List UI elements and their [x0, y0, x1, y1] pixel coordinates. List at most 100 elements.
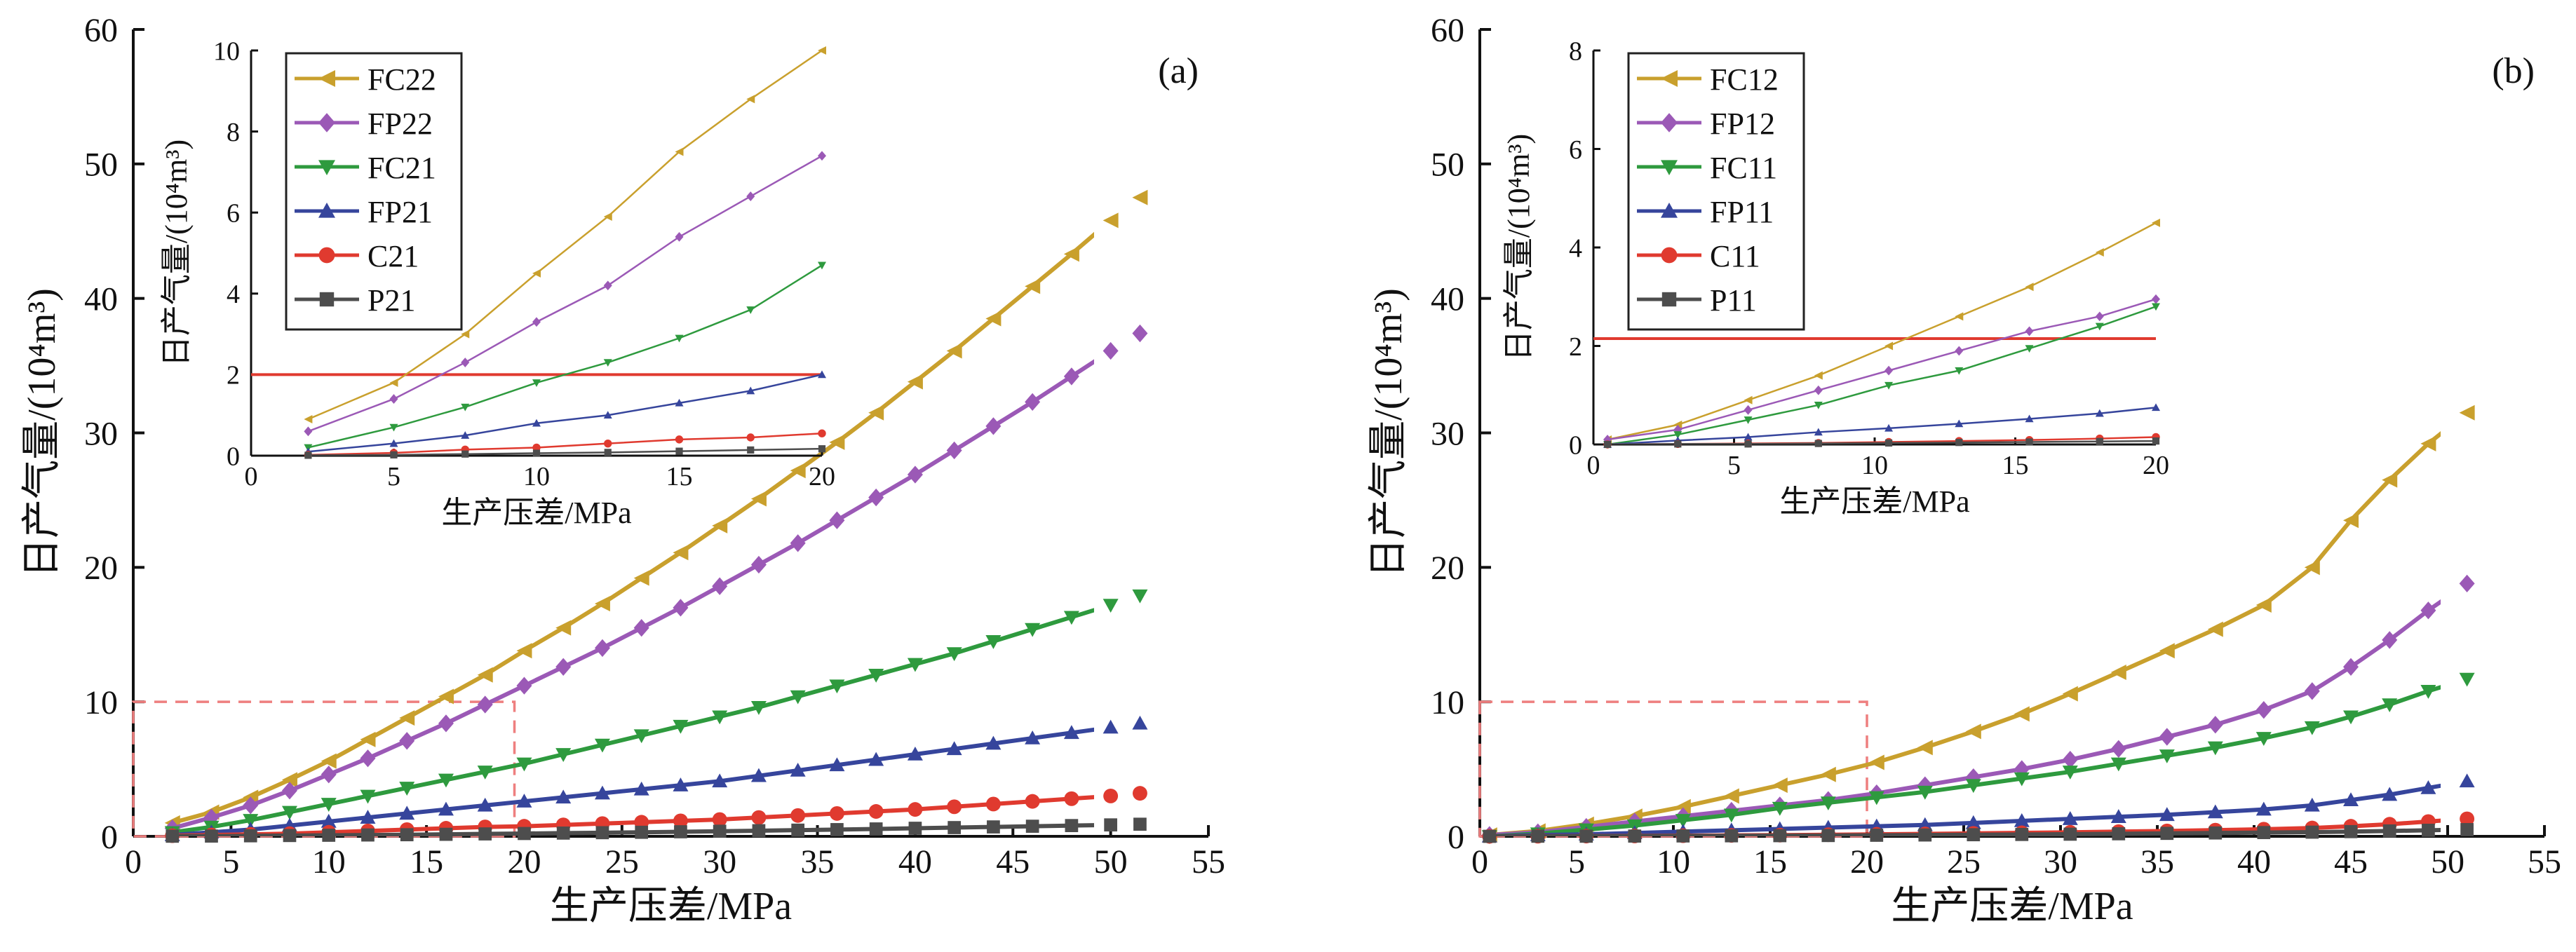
- data-point: [673, 545, 689, 561]
- data-point: [1132, 189, 1148, 205]
- legend-box: [1627, 52, 1805, 331]
- legend-label: FP11: [1710, 195, 1774, 229]
- legend-item: P21: [295, 283, 415, 318]
- data-point: [1772, 801, 1788, 816]
- data-point: [304, 451, 312, 459]
- data-point: [868, 804, 884, 819]
- data-point: [1673, 420, 1683, 429]
- y-tick-label: 0: [1448, 819, 1464, 856]
- data-point: [555, 620, 572, 636]
- panel-label: (a): [1158, 51, 1199, 91]
- data-point: [750, 555, 767, 574]
- data-point: [2112, 827, 2126, 841]
- series-line-fc12: [1489, 430, 2441, 836]
- data-point: [907, 746, 923, 761]
- data-point: [2420, 435, 2436, 451]
- data-point: [1955, 367, 1964, 375]
- data-point: [2420, 601, 2436, 620]
- series-line-fc11: [1489, 685, 2441, 836]
- data-point: [360, 789, 376, 804]
- data-point: [438, 688, 454, 705]
- data-point: [1133, 817, 1147, 831]
- data-point: [746, 386, 755, 395]
- legend-label: FP12: [1710, 107, 1775, 141]
- data-point: [2255, 597, 2272, 613]
- data-point: [1820, 766, 1836, 782]
- data-point: [594, 639, 610, 658]
- data-point: [281, 805, 297, 820]
- data-point: [461, 403, 470, 412]
- data-point: [516, 794, 532, 808]
- x-tick-label: 10: [523, 462, 550, 491]
- y-tick-label: 8: [227, 118, 240, 147]
- data-point: [791, 823, 805, 837]
- y-tick-label: 0: [101, 819, 118, 856]
- data-point: [516, 676, 532, 695]
- data-point: [2420, 780, 2436, 794]
- data-point: [907, 465, 923, 484]
- data-point: [946, 441, 962, 460]
- legend-item: FC22: [295, 62, 436, 97]
- series-line-p21: [308, 447, 822, 456]
- data-point: [477, 766, 493, 780]
- data-point: [532, 419, 541, 427]
- data-point: [532, 449, 541, 457]
- data-point: [604, 449, 612, 456]
- data-point: [818, 46, 826, 55]
- data-point: [2014, 706, 2030, 722]
- y-tick-label: 40: [1431, 280, 1464, 318]
- data-point: [633, 781, 649, 796]
- data-point: [908, 822, 922, 835]
- y-tick-label: 10: [84, 684, 118, 721]
- x-tick-label: 10: [312, 843, 346, 880]
- data-point: [1965, 815, 1981, 829]
- data-point: [2159, 728, 2175, 746]
- series-line-fp12: [1489, 599, 2441, 836]
- data-point: [1064, 791, 1079, 806]
- data-point: [1955, 312, 1964, 321]
- data-point: [675, 231, 684, 242]
- data-point: [2110, 740, 2126, 758]
- data-point: [461, 358, 470, 367]
- data-point: [946, 343, 962, 359]
- legend-box: [285, 52, 463, 331]
- data-point: [2025, 414, 2034, 423]
- data-point: [818, 370, 826, 379]
- data-point: [1102, 719, 1119, 734]
- data-point: [532, 317, 541, 327]
- data-point: [2382, 472, 2398, 488]
- x-tick-label: 25: [1947, 843, 1981, 880]
- data-point: [360, 749, 376, 768]
- x-tick-label: 35: [801, 843, 835, 880]
- data-point: [2015, 827, 2029, 841]
- data-point: [2459, 404, 2475, 421]
- data-point: [399, 732, 415, 750]
- legend-swatch-marker: [318, 247, 335, 264]
- data-point: [2159, 749, 2175, 763]
- y-tick-label: 10: [1431, 684, 1464, 721]
- data-point: [675, 147, 684, 156]
- data-point: [829, 511, 845, 529]
- x-tick-label: 5: [1727, 451, 1741, 480]
- data-point: [2062, 766, 2078, 780]
- legend-label: FC22: [367, 62, 436, 97]
- data-point: [1955, 439, 1963, 447]
- data-point: [1673, 431, 1683, 439]
- data-point: [304, 426, 313, 437]
- data-point: [439, 827, 453, 841]
- legend-swatch-marker: [318, 160, 335, 175]
- y-tick-label: 0: [227, 442, 240, 471]
- series-p11: [1603, 437, 2160, 449]
- legend-swatch-marker: [1661, 247, 1678, 264]
- data-point: [673, 777, 689, 791]
- data-point: [1102, 341, 1119, 360]
- data-point: [555, 748, 572, 762]
- y-tick-label: 2: [1569, 332, 1582, 362]
- data-point: [1628, 829, 1642, 843]
- data-point: [712, 517, 728, 533]
- legend-swatch-marker: [318, 113, 335, 132]
- x-tick-label: 25: [605, 843, 639, 880]
- data-point: [2110, 757, 2126, 772]
- x-tick-label: 20: [2143, 451, 2169, 480]
